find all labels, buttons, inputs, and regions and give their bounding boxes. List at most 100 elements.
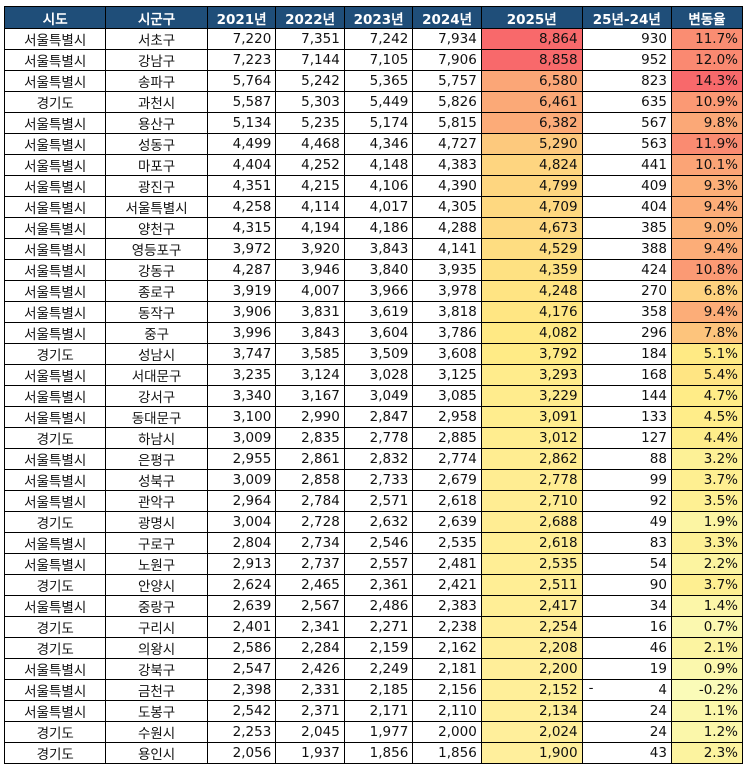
- cell-2022: 5,303: [275, 91, 345, 113]
- cell-diff: 133: [581, 406, 672, 428]
- cell-rate: 4.7%: [670, 385, 743, 407]
- cell-diff: 563: [581, 133, 672, 155]
- cell-2023: 2,271: [343, 616, 414, 638]
- cell-rate: 3.5%: [670, 490, 743, 512]
- cell-rate: 10.9%: [670, 91, 743, 113]
- cell-sigungu: 동작구: [105, 301, 208, 323]
- table-row: 경기도 성남시 3,747 3,585 3,509 3,608 3,792 184 5.1%: [3, 343, 743, 365]
- cell-diff: 567: [581, 112, 672, 134]
- cell-2024: 3,978: [412, 280, 482, 302]
- cell-2021: 3,009: [206, 469, 277, 491]
- cell-2023: 2,185: [343, 679, 414, 701]
- cell-2024: 2,535: [412, 532, 482, 554]
- cell-2025: 4,082: [480, 322, 583, 344]
- cell-diff: 144: [581, 385, 672, 407]
- cell-diff: -4: [581, 679, 672, 701]
- cell-sido: 서울특별시: [3, 490, 107, 512]
- cell-2024: 2,679: [412, 469, 482, 491]
- table-row: 서울특별시 도봉구 2,542 2,371 2,171 2,110 2,134 24 1.1%: [3, 700, 743, 722]
- cell-2025: 4,824: [480, 154, 583, 176]
- cell-2025: 8,864: [480, 28, 583, 50]
- cell-rate: 11.7%: [670, 28, 743, 50]
- cell-2021: 4,287: [206, 259, 277, 281]
- cell-sigungu: 양천구: [105, 217, 208, 239]
- cell-2021: 5,134: [206, 112, 277, 134]
- cell-2024: 4,141: [412, 238, 482, 260]
- cell-diff: 270: [581, 280, 672, 302]
- cell-sido: 경기도: [3, 343, 107, 365]
- cell-diff: 930: [581, 28, 672, 50]
- cell-sido: 서울특별시: [3, 196, 107, 218]
- cell-2022: 5,235: [275, 112, 345, 134]
- cell-2022: 3,167: [275, 385, 345, 407]
- header-sido: 시도: [3, 6, 107, 29]
- diff-negative-mark: -: [588, 680, 594, 697]
- cell-2024: 2,958: [412, 406, 482, 428]
- table-row: 서울특별시 영등포구 3,972 3,920 3,843 4,141 4,529 388 9.4…: [3, 238, 743, 260]
- cell-sigungu: 금천구: [105, 679, 208, 701]
- cell-2025: 6,382: [480, 112, 583, 134]
- cell-2021: 2,804: [206, 532, 277, 554]
- table-row: 서울특별시 강남구 7,223 7,144 7,105 7,906 8,858 952 12.0…: [3, 49, 743, 71]
- cell-sigungu: 관악구: [105, 490, 208, 512]
- cell-rate: 9.4%: [670, 238, 743, 260]
- cell-sido: 서울특별시: [3, 469, 107, 491]
- cell-2023: 2,361: [343, 574, 414, 596]
- header-2023: 2023년: [343, 6, 414, 29]
- cell-2021: 2,964: [206, 490, 277, 512]
- cell-2025: 2,688: [480, 511, 583, 533]
- table-row: 서울특별시 광진구 4,351 4,215 4,106 4,390 4,799 409 9.3%: [3, 175, 743, 197]
- cell-sigungu: 서대문구: [105, 364, 208, 386]
- cell-2021: 4,499: [206, 133, 277, 155]
- cell-rate: 2.1%: [670, 637, 743, 659]
- cell-2022: 2,465: [275, 574, 345, 596]
- cell-sigungu: 강남구: [105, 49, 208, 71]
- table-row: 서울특별시 용산구 5,134 5,235 5,174 5,815 6,382 567 9.8%: [3, 112, 743, 134]
- cell-2023: 5,449: [343, 91, 414, 113]
- cell-rate: 4.5%: [670, 406, 743, 428]
- header-rate: 변동율: [670, 6, 743, 29]
- cell-2023: 2,778: [343, 427, 414, 449]
- cell-2024: 4,383: [412, 154, 482, 176]
- cell-diff: 24: [581, 700, 672, 722]
- cell-sido: 서울특별시: [3, 364, 107, 386]
- cell-sido: 서울특별시: [3, 406, 107, 428]
- cell-2024: 1,856: [412, 742, 482, 764]
- cell-diff: 127: [581, 427, 672, 449]
- table-row: 경기도 안양시 2,624 2,465 2,361 2,421 2,511 90 3.7%: [3, 574, 743, 596]
- table-row: 서울특별시 성동구 4,499 4,468 4,346 4,727 5,290 563 11.9…: [3, 133, 743, 155]
- cell-sido: 서울특별시: [3, 70, 107, 92]
- cell-2022: 2,341: [275, 616, 345, 638]
- cell-2023: 3,966: [343, 280, 414, 302]
- price-table: 시도 시군구 2021년 2022년 2023년 2024년 2025년 25년…: [3, 6, 743, 764]
- cell-sido: 서울특별시: [3, 385, 107, 407]
- cell-2021: 4,315: [206, 217, 277, 239]
- cell-rate: 1.9%: [670, 511, 743, 533]
- cell-2025: 4,529: [480, 238, 583, 260]
- cell-diff: 83: [581, 532, 672, 554]
- cell-2022: 3,124: [275, 364, 345, 386]
- cell-2024: 2,110: [412, 700, 482, 722]
- cell-rate: 14.3%: [670, 70, 743, 92]
- cell-rate: 1.1%: [670, 700, 743, 722]
- header-sigungu: 시군구: [105, 6, 208, 29]
- cell-diff: 16: [581, 616, 672, 638]
- cell-2021: 2,253: [206, 721, 277, 743]
- cell-diff: 184: [581, 343, 672, 365]
- header-diff: 25년-24년: [581, 6, 672, 29]
- cell-2021: 2,401: [206, 616, 277, 638]
- cell-2022: 2,567: [275, 595, 345, 617]
- cell-diff: 404: [581, 196, 672, 218]
- cell-2025: 4,799: [480, 175, 583, 197]
- cell-2023: 4,186: [343, 217, 414, 239]
- cell-2023: 7,242: [343, 28, 414, 50]
- cell-sido: 서울특별시: [3, 301, 107, 323]
- cell-rate: 2.2%: [670, 553, 743, 575]
- table-row: 서울특별시 중랑구 2,639 2,567 2,486 2,383 2,417 34 1.4%: [3, 595, 743, 617]
- cell-sido: 경기도: [3, 574, 107, 596]
- table-row: 경기도 하남시 3,009 2,835 2,778 2,885 3,012 127 4.4%: [3, 427, 743, 449]
- cell-rate: 1.4%: [670, 595, 743, 617]
- cell-2025: 3,091: [480, 406, 583, 428]
- cell-sido: 서울특별시: [3, 175, 107, 197]
- table-row: 경기도 수원시 2,253 2,045 1,977 2,000 2,024 24 1.2%: [3, 721, 743, 743]
